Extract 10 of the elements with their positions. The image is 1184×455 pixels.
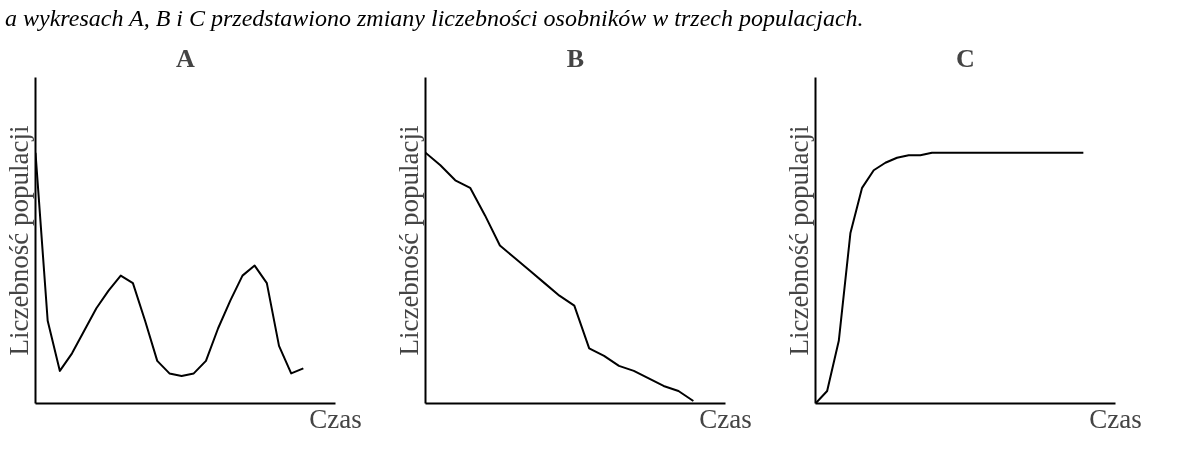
y-axis-title: Liczebność populacji	[393, 125, 424, 356]
x-axis-title: Czas	[699, 403, 752, 434]
chart-title: B	[566, 43, 585, 73]
y-axis-title: Liczebność populacji	[3, 125, 34, 356]
y-axis-title: Liczebność populacji	[783, 125, 814, 356]
x-axis-title: Czas	[309, 403, 362, 434]
x-axis-title: Czas	[1089, 403, 1142, 434]
text: a wykresach A, B i C przedstawiono zmiany liczebności osobników w trzech populacjach.	[5, 5, 864, 31]
chart-title: A	[176, 43, 196, 73]
chart-title: C	[956, 43, 975, 73]
